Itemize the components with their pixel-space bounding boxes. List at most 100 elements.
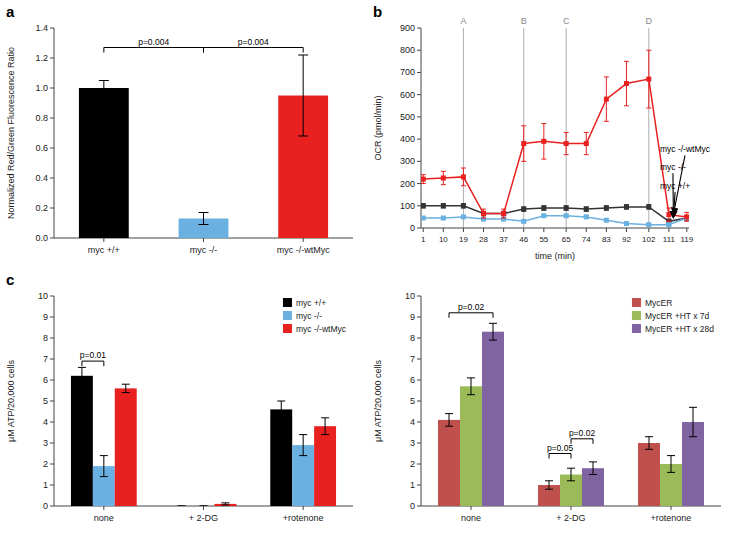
marker: [521, 141, 526, 146]
x-tick-label: myc -/-: [190, 245, 218, 255]
x-tick: [503, 228, 504, 232]
y-tick: [50, 317, 54, 318]
error-bar-group: [461, 204, 466, 208]
y-tick-label: 6: [410, 375, 415, 385]
y-tick-label: 700: [400, 67, 415, 77]
marker: [421, 177, 426, 182]
legend-label: myc -/-: [296, 311, 322, 321]
x-tick: [103, 506, 104, 510]
y-tick-label: 10: [405, 291, 415, 301]
error-bar: [298, 55, 308, 136]
y-tick: [50, 443, 54, 444]
plot-marks: [421, 28, 689, 228]
error-bar: [645, 437, 653, 450]
marker: [521, 207, 526, 212]
error-bar: [178, 506, 186, 507]
bar: [193, 506, 215, 507]
marker: [584, 207, 589, 212]
x-tick-label: 74: [582, 235, 591, 244]
panel: 0.00.20.40.60.81.01.21.4Normalized Red/G…: [6, 3, 353, 255]
y-tick: [417, 205, 421, 206]
bar: [115, 388, 137, 506]
legend: MycERMycER +HT x 7dMycER +HT x 28d: [632, 298, 714, 334]
marker: [541, 139, 546, 144]
x-tick: [483, 228, 484, 232]
error-bar-group: [624, 61, 629, 105]
bar: [460, 386, 482, 506]
marker: [564, 206, 569, 211]
error-bar: [78, 367, 86, 384]
y-tick-label: 8: [410, 333, 415, 343]
x-tick-label: 46: [519, 235, 528, 244]
error-bar-group: [541, 206, 546, 210]
y-tick: [50, 178, 54, 179]
error-bar-group: [666, 208, 671, 221]
marker: [481, 211, 486, 216]
x-tick-label: 10: [439, 235, 448, 244]
error-bar-group: [461, 168, 466, 186]
error-bar: [541, 206, 546, 210]
marker: [624, 221, 629, 226]
annotation-label: myc -/-: [660, 162, 686, 172]
y-tick-label: 4: [43, 417, 48, 427]
y-tick: [417, 139, 421, 140]
x-tick: [606, 228, 607, 232]
x-tick-label: 83: [602, 235, 611, 244]
x-tick-label: + 2-DG: [189, 513, 218, 523]
error-bar: [221, 503, 229, 505]
bar: [438, 420, 460, 506]
x-tick: [671, 506, 672, 510]
y-tick-label: 0.8: [35, 113, 48, 123]
panel: 0100200300400500600700800900OCR (pmol/mi…: [373, 3, 711, 261]
y-tick: [417, 506, 421, 507]
panel: 012345678910μM ATP/20,000 cellscnone+ 2-…: [6, 271, 353, 523]
y-tick: [50, 238, 54, 239]
y-tick-label: 0.4: [35, 173, 48, 183]
x-tick-label: none: [94, 513, 114, 523]
y-tick-label: 0.2: [35, 203, 48, 213]
legend-swatch: [632, 311, 641, 320]
error-bar-group: [541, 124, 546, 160]
x-tick: [203, 506, 204, 510]
y-tick: [417, 296, 421, 297]
y-tick-label: 400: [400, 134, 415, 144]
error-bar: [100, 456, 108, 477]
error-bar-group: [421, 175, 426, 184]
significance-bracket: [204, 48, 304, 53]
x-tick-label: 92: [622, 235, 631, 244]
figure: 0.00.20.40.60.81.01.21.4Normalized Red/G…: [0, 0, 735, 536]
x-tick: [626, 228, 627, 232]
x-tick: [543, 228, 544, 232]
error-bar: [667, 456, 675, 473]
y-tick: [50, 118, 54, 119]
error-bar: [564, 206, 569, 210]
error-bar-group: [441, 204, 446, 208]
marker: [646, 222, 651, 227]
y-axis-label: Normalized Red/Green Fluorescence Ratio: [6, 47, 16, 219]
y-tick: [50, 359, 54, 360]
marker: [604, 218, 609, 223]
marker: [584, 141, 589, 146]
y-tick: [417, 183, 421, 184]
y-tick: [417, 401, 421, 402]
significance-bracket: [104, 48, 204, 53]
error-bar: [199, 213, 209, 225]
marker: [646, 204, 651, 209]
chart-root: 0.00.20.40.60.81.01.21.4Normalized Red/G…: [0, 0, 735, 536]
legend-label: myc -/-wtMyc: [296, 324, 347, 334]
error-bar-group: [624, 205, 629, 209]
y-axis-line: [421, 28, 422, 228]
y-tick-label: 3: [410, 438, 415, 448]
x-tick-label: +rotenone: [651, 513, 692, 523]
error-bar: [501, 211, 506, 215]
x-tick-label: +rotenone: [283, 513, 324, 523]
y-tick-label: 900: [400, 23, 415, 33]
y-tick: [50, 380, 54, 381]
y-tick-label: 200: [400, 179, 415, 189]
panel: 012345678910μM ATP/20,000 cellsnone+ 2-D…: [373, 291, 721, 523]
marker: [541, 206, 546, 211]
significance-label: p=0.05: [547, 443, 574, 453]
error-bar: [501, 209, 506, 218]
marker: [666, 222, 671, 227]
marker: [541, 213, 546, 218]
